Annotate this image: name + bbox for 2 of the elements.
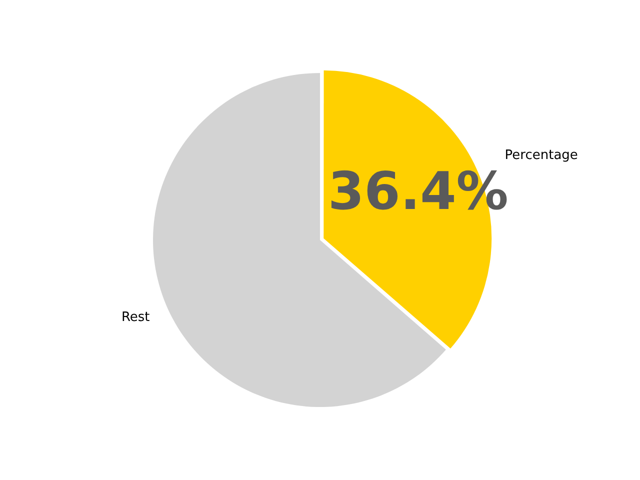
slice-label: Percentage	[504, 148, 578, 164]
slice-label: Rest	[121, 310, 150, 325]
